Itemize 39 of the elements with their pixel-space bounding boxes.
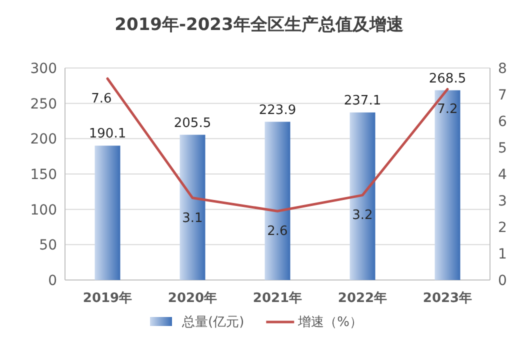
bar	[434, 90, 460, 280]
data-label: 3.1	[182, 210, 203, 226]
y2-tick-label: 8	[498, 61, 507, 77]
bar	[350, 112, 376, 280]
y2-tick-label: 4	[498, 167, 507, 183]
y2-tick-label: 1	[498, 246, 507, 262]
x-tick-label: 2023年	[422, 291, 472, 306]
bar	[94, 146, 120, 280]
y-tick-label: 250	[30, 96, 57, 112]
y2-tick-label: 6	[498, 114, 507, 130]
y-tick-label: 50	[39, 238, 57, 254]
y-tick-label: 300	[30, 61, 57, 77]
y2-tick-label: 5	[498, 140, 507, 156]
data-label: 223.9	[258, 102, 296, 118]
x-tick-label: 2021年	[252, 291, 302, 306]
legend-label: 增速（%）	[297, 315, 363, 330]
y-tick-label: 100	[30, 202, 57, 218]
data-label: 7.2	[437, 102, 458, 118]
bar	[264, 122, 290, 280]
y-tick-label: 200	[30, 132, 57, 148]
y-tick-label: 0	[48, 273, 57, 289]
bar	[180, 134, 206, 280]
data-label: 268.5	[428, 71, 466, 86]
legend-label: 总量(亿元)	[181, 315, 244, 330]
data-label: 3.2	[352, 208, 373, 224]
y2-tick-label: 3	[498, 194, 507, 210]
data-label: 205.5	[174, 116, 212, 131]
chart-title: 2019年-2023年全区生产总值及增速	[114, 15, 404, 35]
x-tick-label: 2019年	[82, 291, 132, 306]
data-label: 237.1	[344, 93, 382, 108]
data-label: 2.6	[267, 224, 288, 240]
data-label: 7.6	[91, 92, 112, 107]
y2-tick-label: 2	[498, 220, 507, 236]
y2-tick-label: 0	[498, 273, 507, 289]
x-tick-label: 2020年	[168, 291, 218, 306]
x-tick-label: 2022年	[338, 291, 388, 306]
y-tick-label: 150	[30, 167, 57, 183]
data-label: 190.1	[88, 126, 126, 142]
y2-tick-label: 7	[498, 88, 507, 104]
